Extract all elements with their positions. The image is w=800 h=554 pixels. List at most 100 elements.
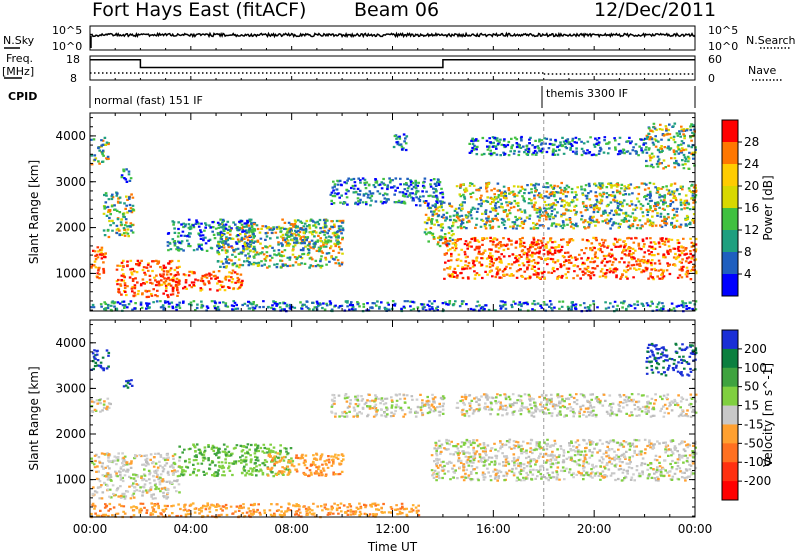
x-tick-label: 08:00 [274, 522, 309, 536]
echo-region-2 [90, 400, 109, 411]
echo-region-7 [216, 223, 342, 269]
velocity-frame [89, 319, 696, 518]
colorbar-tick-label: -100 [744, 455, 771, 469]
echo-region-15 [645, 123, 697, 167]
nsearch-tick-bottom: 10^0 [708, 40, 738, 53]
colorbar-tick-label: -50 [744, 436, 764, 450]
nsky-line [89, 31, 696, 39]
echo-region-3 [122, 379, 134, 388]
colorbar-tick-label: 50 [744, 380, 759, 394]
echo-region-16 [99, 300, 698, 312]
echo-region-6 [168, 218, 257, 252]
velocity-ylabel: Slant Range [km] [27, 366, 41, 470]
colorbar-swatch [722, 252, 738, 275]
echo-region-3 [124, 381, 130, 389]
echo-region-2 [104, 192, 133, 237]
colorbar-tick-label: -15 [744, 417, 764, 431]
colorbar-tick-label: 16 [744, 201, 759, 215]
nsky-trace [89, 31, 696, 50]
power-ylabel: Slant Range [km] [27, 160, 41, 264]
velocity-panel: 1000 2000 3000 4000 00:00 04:00 08:00 12:00 16:0… [55, 319, 771, 536]
echo-region-9 [340, 178, 440, 207]
echo-region-9 [645, 342, 698, 377]
colorbar-swatch [722, 367, 738, 388]
echo-region-4 [115, 260, 181, 299]
echo-region-9 [330, 177, 445, 207]
nave-trace [90, 72, 695, 75]
echo-region-0 [90, 246, 107, 280]
echo-region-15 [645, 122, 697, 170]
colorbar-tick-label: -200 [744, 474, 771, 488]
colorbar-tick-label: 4 [744, 267, 752, 281]
echo-region-5 [266, 452, 344, 477]
colorbar-swatch [722, 462, 738, 482]
colorbar-swatch [722, 142, 738, 165]
nsky-tick-bottom: 10^0 [52, 40, 82, 53]
freq-unit: [MHz] [2, 65, 34, 78]
x-tick-label: 16:00 [476, 522, 511, 536]
echo-region-6 [330, 393, 445, 417]
echo-region-15 [645, 123, 696, 170]
y-tick-label: 1000 [55, 473, 86, 487]
echo-region-7 [431, 438, 698, 482]
echo-region-16 [90, 300, 685, 313]
echo-region-13 [455, 182, 695, 230]
colorbar-swatch [722, 405, 738, 425]
echo-region-10 [90, 502, 419, 518]
echo-region-8 [468, 393, 697, 418]
freq-trace [89, 59, 696, 80]
echo-region-2 [103, 192, 135, 235]
y-tick-label: 3000 [55, 381, 86, 395]
colorbar-tick-label: 15 [744, 399, 759, 413]
colorbar-swatch [722, 164, 738, 187]
beam-label: Beam 06 [354, 0, 440, 21]
echo-region-6 [337, 394, 445, 418]
echo-region-3 [120, 174, 129, 183]
colorbar-frame [721, 329, 739, 501]
date-label: 12/Dec/2011 [594, 0, 717, 21]
x-tick-label: 04:00 [174, 522, 209, 536]
y-tick-label: 4000 [55, 336, 86, 350]
echo-region-2 [90, 397, 111, 413]
echo-region-8 [279, 218, 345, 248]
echo-region-2 [107, 193, 135, 239]
echo-region-5 [266, 454, 342, 478]
echo-region-10 [91, 502, 421, 519]
colorbar-swatch [722, 208, 738, 231]
colorbar-swatch [722, 120, 738, 143]
echo-region-6 [166, 218, 256, 253]
y-tick-label: 2000 [55, 427, 86, 441]
echo-region-13 [455, 182, 697, 230]
y-tick-label: 4000 [55, 129, 86, 143]
echo-region-8 [456, 393, 697, 418]
echo-region-5 [166, 268, 242, 292]
echo-region-5 [166, 270, 241, 289]
echo-region-7 [433, 439, 698, 482]
echo-region-9 [330, 177, 445, 207]
colorbar-swatch [722, 424, 738, 444]
echo-region-8 [459, 393, 698, 418]
echo-region-9 [329, 177, 440, 207]
freq-label: Freq. [6, 52, 33, 65]
echo-region-1 [90, 453, 181, 499]
time-xlabel: Time UT [367, 540, 418, 554]
y-tick-label: 1000 [55, 266, 86, 280]
x-tick-label: 00:00 [678, 522, 713, 536]
echo-region-7 [430, 438, 697, 482]
echo-region-7 [216, 223, 345, 269]
nsky-tick-top: 10^5 [52, 24, 82, 37]
x-tick-label: 12:00 [375, 522, 410, 536]
colorbar-swatch [722, 274, 738, 297]
plot-title: Fort Hays East (fitACF) [92, 0, 307, 21]
velocity-echo-layer [90, 342, 698, 519]
echo-region-12 [443, 236, 698, 280]
echo-region-3 [125, 168, 132, 182]
colorbar-tick-label: 100 [744, 361, 767, 375]
colorbar-swatch [722, 386, 738, 407]
y-tick-label: 2000 [55, 221, 86, 235]
echo-region-5 [171, 271, 244, 292]
echo-region-11 [425, 200, 458, 248]
freq-tick-top: 18 [66, 53, 80, 66]
echo-region-16 [116, 300, 694, 313]
